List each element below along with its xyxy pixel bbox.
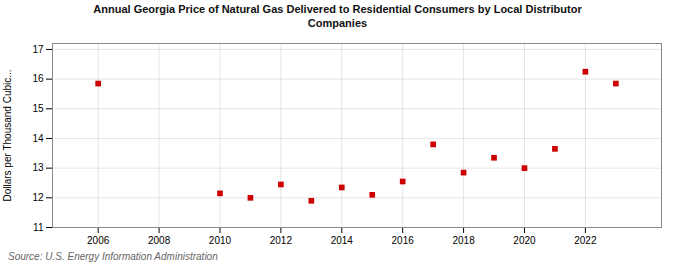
svg-text:2016: 2016 [392,234,415,245]
svg-text:2010: 2010 [209,234,232,245]
svg-text:2022: 2022 [574,234,597,245]
svg-text:14: 14 [32,132,44,143]
svg-text:11: 11 [33,221,44,232]
html-text:Annual Georgia Price of Natura: Annual Georgia Price of Natural Gas Deli… [93,3,582,29]
svg-text:15: 15 [32,102,44,113]
svg-text:17: 17 [32,43,44,54]
svg-text:2020: 2020 [513,234,536,245]
svg-text:2014: 2014 [331,234,354,245]
svg-text:Dollars per Thousand Cubic...: Dollars per Thousand Cubic... [2,69,13,201]
svg-text:13: 13 [32,162,44,173]
svg-text:2012: 2012 [270,234,293,245]
svg-text:2018: 2018 [452,234,475,245]
html-text:Source: U.S. Energy Informatio: Source: U.S. Energy Information Administ… [8,250,218,262]
svg-text:2008: 2008 [148,234,171,245]
svg-text:16: 16 [32,73,44,84]
svg-text:12: 12 [32,192,44,203]
svg-text:2006: 2006 [87,234,110,245]
